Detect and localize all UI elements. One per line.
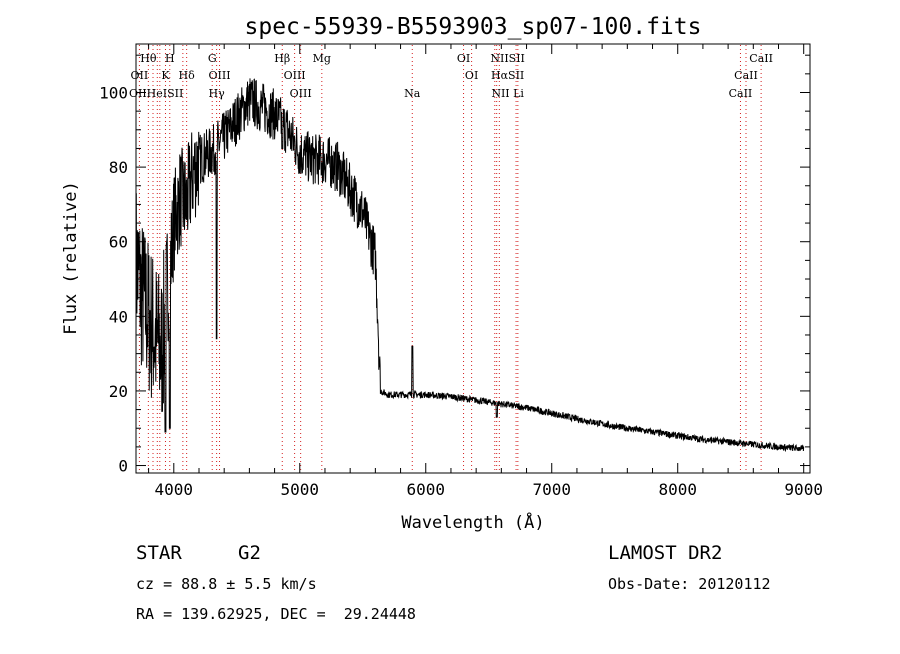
y-tick-label: 60	[109, 233, 128, 252]
plot-frame	[135, 43, 811, 474]
line-marker-label: OIII	[208, 69, 230, 82]
line-marker-label: OI	[465, 69, 478, 82]
line-marker-label: HαSII	[491, 69, 524, 82]
x-tick-label: 4000	[155, 480, 194, 499]
object-type: STAR	[136, 542, 182, 564]
y-tick-label: 40	[109, 307, 128, 326]
redshift-cz: cz = 88.8 ± 5.5 km/s	[136, 575, 317, 593]
x-axis-label: Wavelength (Å)	[401, 511, 544, 533]
y-tick-label: 20	[109, 382, 128, 401]
line-marker-label: CaII	[734, 69, 758, 82]
x-tick-label: 7000	[532, 480, 571, 499]
line-marker-label: NII Li	[491, 87, 524, 100]
line-marker-label: CaII	[729, 87, 753, 100]
obs-date: Obs-Date: 20120112	[608, 575, 771, 593]
line-marker-label: G	[208, 52, 217, 65]
x-tick-label: 5000	[281, 480, 320, 499]
survey-name: LAMOST DR2	[608, 542, 723, 564]
subclass: G2	[238, 542, 261, 564]
chart-title: spec-55939-B5593903_sp07-100.fits	[245, 14, 702, 40]
y-tick-label: 100	[99, 83, 128, 102]
line-marker-label: OI	[457, 52, 470, 65]
line-marker-label: CaII	[749, 52, 773, 65]
line-marker-label: NIISII	[490, 52, 525, 65]
line-marker-label: Na	[404, 87, 421, 100]
y-axis-label: Flux (relative)	[61, 181, 81, 335]
line-marker-layer: Hθ H G Hβ Mg OI NIISII CaII OII K Hδ OIII OIII OI HαSI…	[129, 45, 773, 472]
spectrum-layer	[135, 78, 805, 453]
line-marker-label: K	[161, 69, 170, 82]
spectrum-line	[135, 78, 805, 453]
line-marker-label: H	[165, 52, 175, 65]
line-marker-label: Hβ	[274, 52, 290, 65]
line-marker-label: OIIHeISII	[129, 87, 183, 100]
x-tick-label: 8000	[658, 480, 697, 499]
y-tick-label: 80	[109, 158, 128, 177]
line-marker-label: OII	[131, 69, 149, 82]
line-marker-label: Hγ	[209, 87, 226, 100]
x-tick-label: 9000	[784, 480, 823, 499]
line-marker-label: Mg	[313, 52, 331, 65]
line-marker-label: Hδ	[179, 69, 196, 82]
line-marker-label: OIII	[284, 69, 306, 82]
axes-layer: 4000 5000 6000 7000 8000 9000 0 20 40 60 80 100	[99, 43, 823, 499]
x-tick-label: 6000	[406, 480, 445, 499]
line-marker-label: OIII	[290, 87, 312, 100]
line-marker-label: Hθ	[140, 52, 157, 65]
coordinates: RA = 139.62925, DEC = 29.24448	[136, 605, 416, 623]
y-tick-label: 0	[118, 457, 128, 476]
